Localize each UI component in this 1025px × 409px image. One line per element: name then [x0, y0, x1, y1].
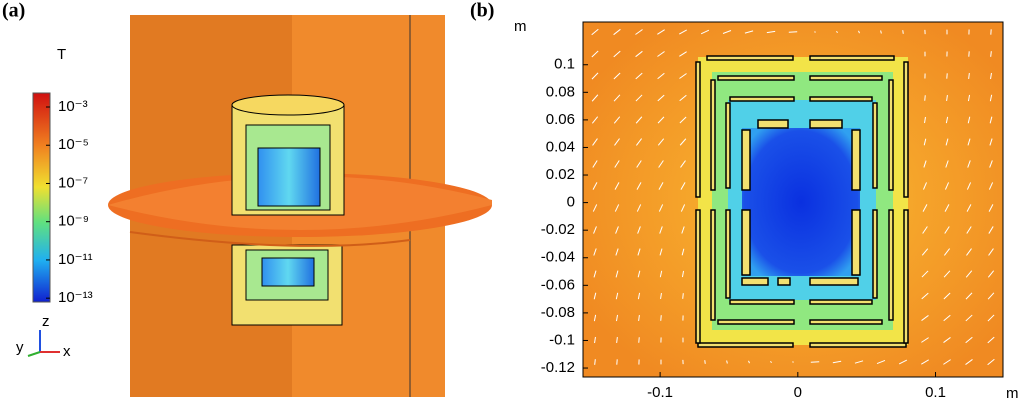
- panel-label: (a): [2, 0, 25, 22]
- y-tick-label: -0.1: [549, 331, 575, 348]
- colorbar-title: T: [57, 46, 66, 63]
- field-arrow: [617, 337, 618, 343]
- y-tick-label: 0: [567, 194, 575, 211]
- colorbar-tick-label: 10⁻⁵: [58, 136, 89, 153]
- y-unit: m: [514, 18, 527, 35]
- colorbar-tick-label: 10⁻¹³: [58, 289, 93, 306]
- field-arrow: [595, 359, 596, 365]
- y-tick-label: -0.08: [541, 304, 575, 321]
- y-tick-label: 0.04: [546, 138, 575, 155]
- colorbar-tick-label: 10⁻⁷: [58, 174, 88, 191]
- colorbar-tick-label: 10⁻³: [58, 98, 88, 115]
- x-tick-label: -0.1: [647, 384, 673, 401]
- y-tick-label: 0.1: [554, 56, 575, 73]
- field-arrow: [903, 30, 904, 34]
- x-tick-label: 0.1: [925, 384, 946, 401]
- y-tick-label: -0.06: [541, 276, 575, 293]
- axis-label: z: [42, 313, 50, 330]
- x-tick-label: 0: [794, 384, 802, 401]
- field-arrow: [705, 360, 706, 364]
- x-unit: m: [1006, 385, 1019, 402]
- colorbar: [33, 93, 50, 302]
- field-arrow: [925, 95, 926, 101]
- y-tick-label: 0.08: [546, 83, 575, 100]
- field-map: [583, 22, 1003, 377]
- y-tick-label: -0.02: [541, 221, 575, 238]
- colorbar-tick-label: 10⁻⁹: [58, 213, 89, 230]
- y-tick-label: 0.06: [546, 111, 575, 128]
- field-arrow: [814, 32, 815, 33]
- field-arrow: [661, 315, 662, 321]
- render-3d: [108, 15, 492, 397]
- field-arrow: [991, 51, 992, 57]
- y-tick-label: 0.02: [546, 166, 575, 183]
- axes-triad: z y x: [16, 313, 71, 360]
- field-arrow: [811, 362, 819, 363]
- y-tick-label: -0.12: [541, 359, 575, 376]
- field-arrow: [683, 293, 684, 299]
- axis-label: y: [16, 339, 24, 356]
- colorbar-tick-label: 10⁻¹¹: [58, 251, 93, 268]
- axis-label: x: [63, 343, 71, 360]
- y-tick-label: -0.04: [541, 249, 575, 266]
- panel-label: (b): [470, 0, 494, 22]
